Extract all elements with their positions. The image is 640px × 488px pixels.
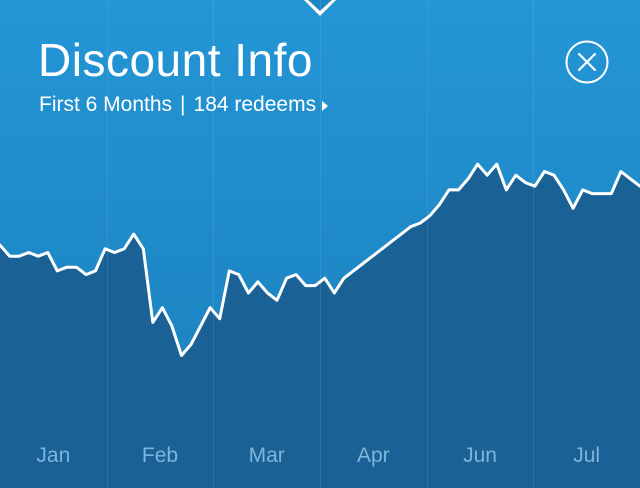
redeems-count: 184 redeems <box>193 93 317 116</box>
x-tick-label: Apr <box>357 444 390 467</box>
x-tick-label: Jun <box>463 444 497 467</box>
close-icon <box>565 40 609 84</box>
close-button[interactable] <box>565 40 609 84</box>
chart-month-labels: Jan Feb Mar Apr Jun Jul <box>36 444 600 467</box>
chart-area <box>0 164 640 488</box>
x-tick-label: Jul <box>573 444 600 467</box>
x-tick-label: Mar <box>249 444 285 467</box>
subtitle: First 6 Months | 184 redeems <box>39 92 329 118</box>
chart-series-line <box>0 162 640 357</box>
popover-pointer-inner <box>306 0 334 11</box>
x-tick-label: Jan <box>36 444 70 467</box>
x-tick-label: Feb <box>142 444 178 467</box>
subtitle-separator: | <box>180 93 186 116</box>
caret-right-icon <box>322 101 329 111</box>
chart-gridlines-over-area <box>107 0 534 488</box>
redeems-link[interactable]: 184 redeems <box>194 92 329 118</box>
period-label: First 6 Months <box>39 93 173 116</box>
page-title: Discount Info <box>38 34 313 86</box>
